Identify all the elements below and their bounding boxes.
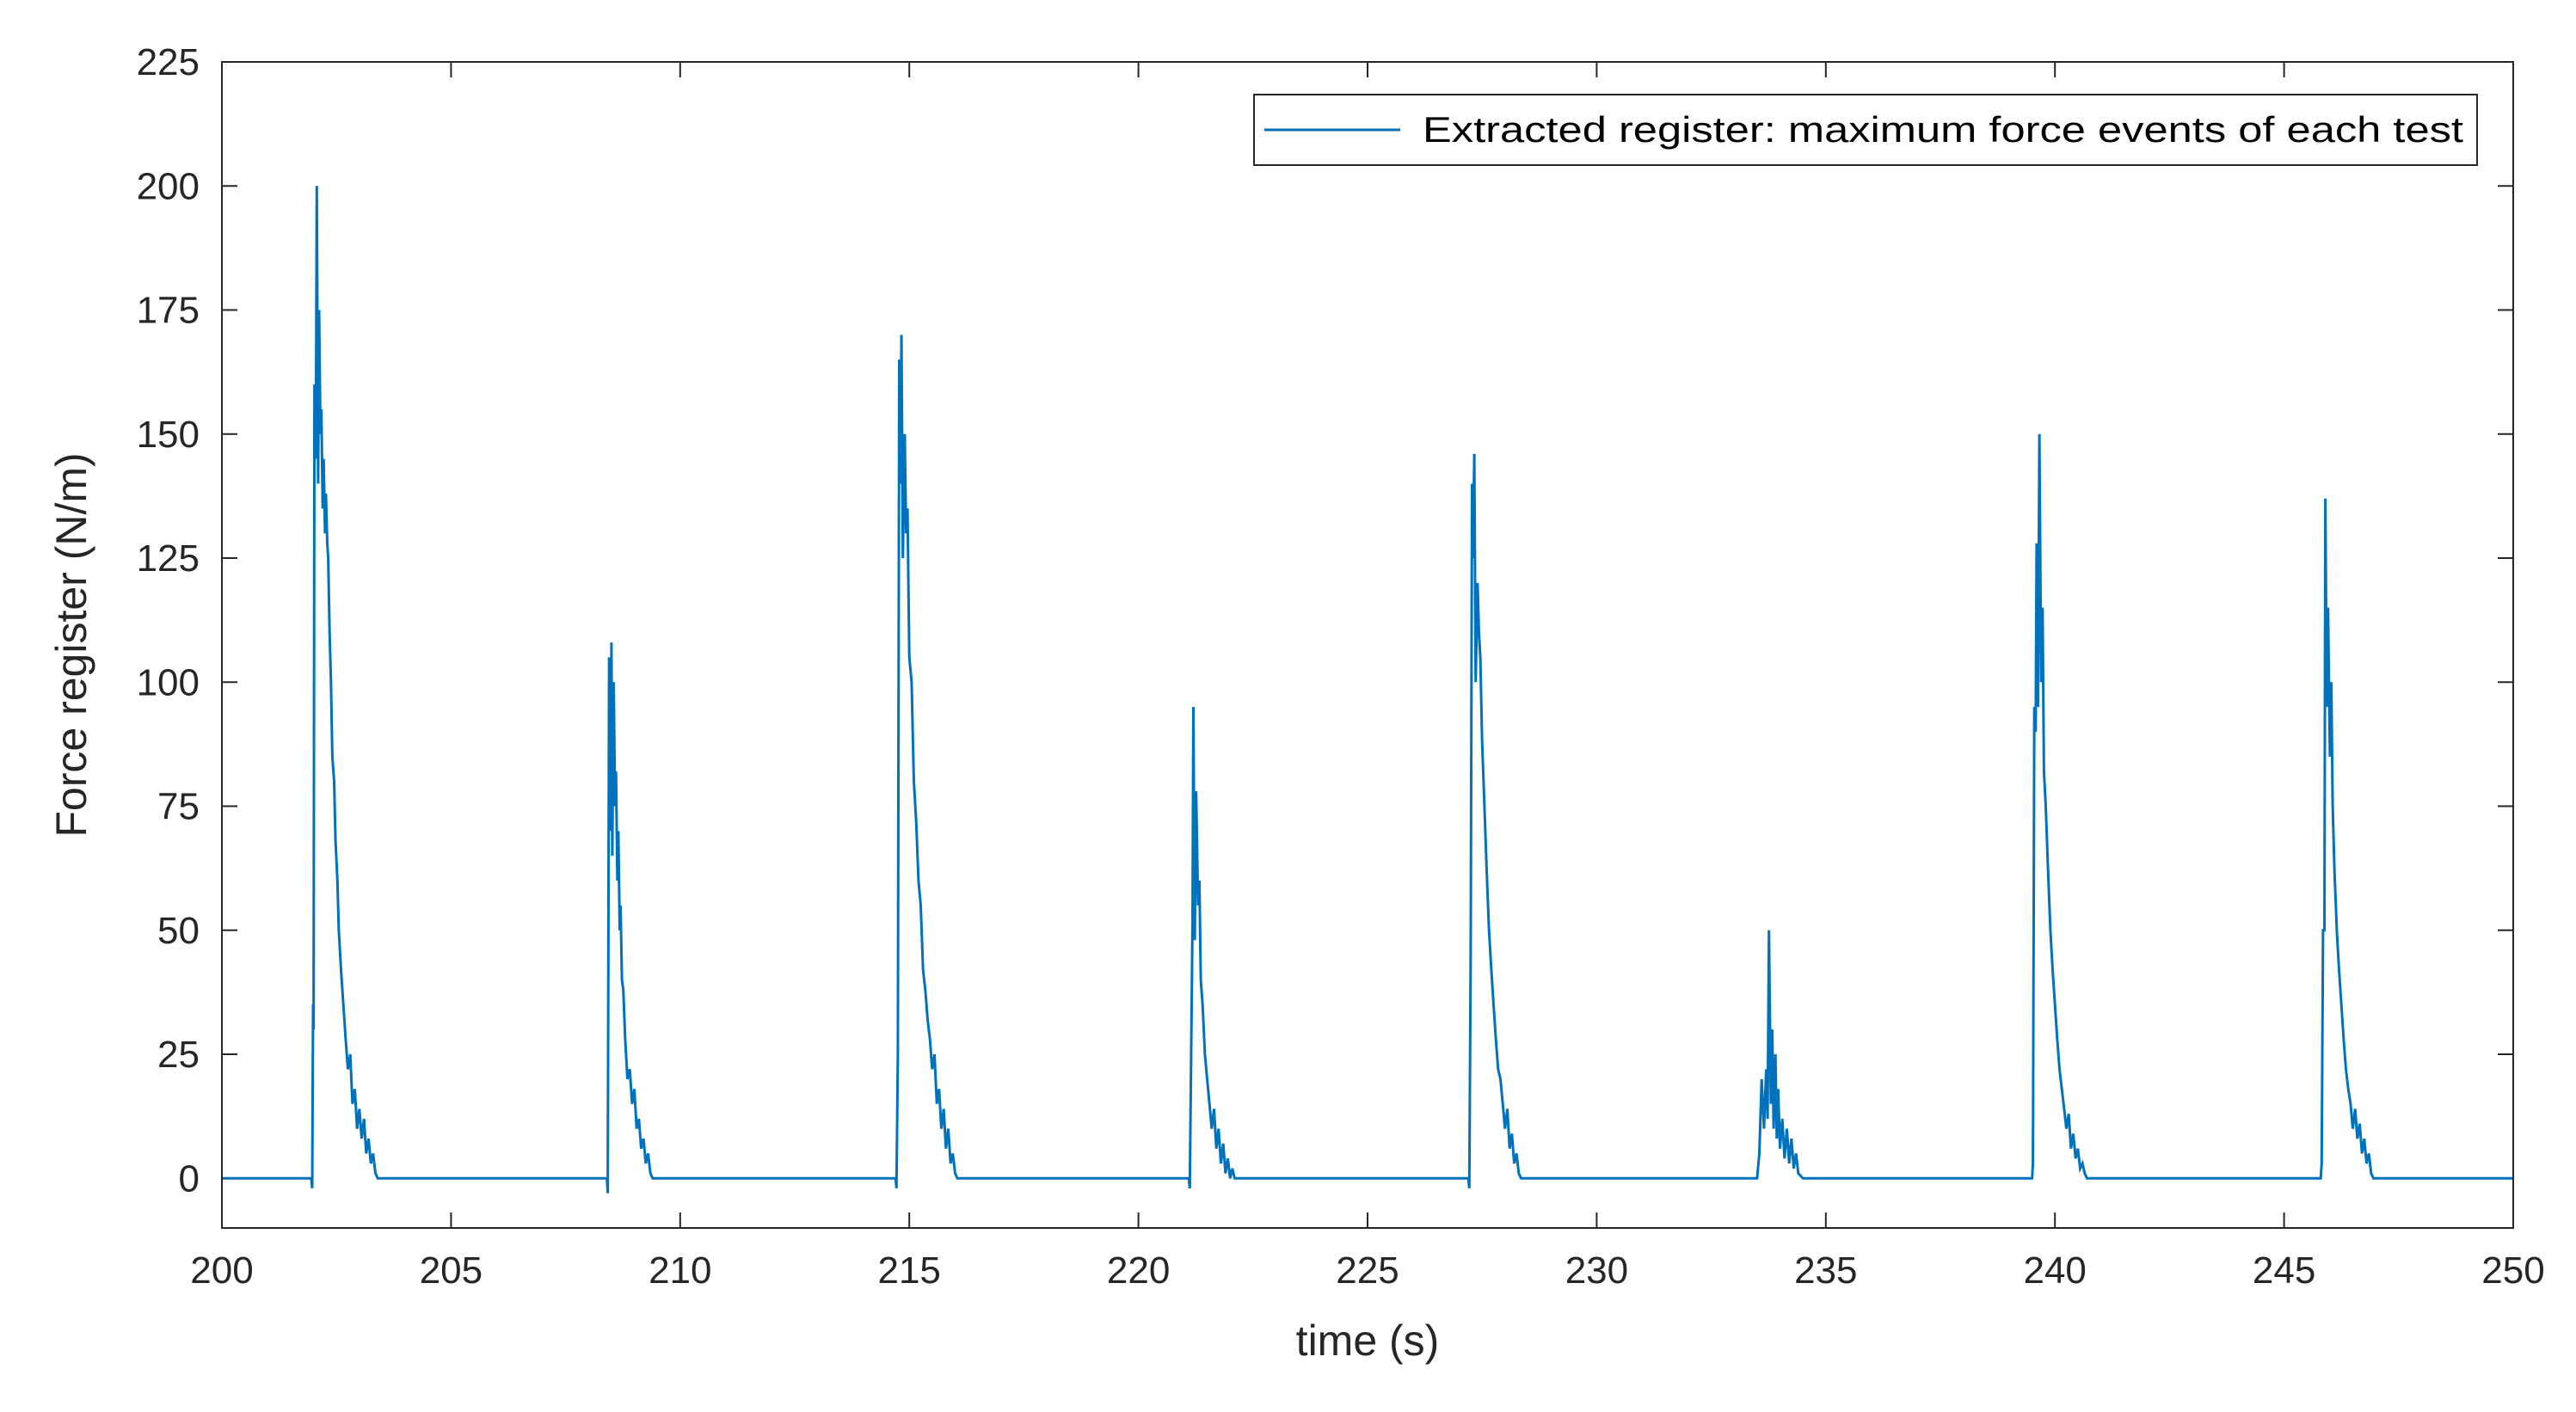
legend-box bbox=[1253, 94, 2478, 166]
series-line-0 bbox=[222, 186, 2513, 1194]
y-tick-label: 225 bbox=[137, 41, 200, 83]
x-tick-label: 250 bbox=[2481, 1249, 2544, 1292]
x-tick-label: 210 bbox=[649, 1249, 711, 1292]
y-tick-label: 175 bbox=[137, 290, 200, 332]
y-axis-ticks: 0 25 50 75 100 125 150 175 200 225 bbox=[137, 41, 2513, 1200]
legend-label: Extracted register: maximum force events… bbox=[1423, 109, 2463, 150]
x-tick-label: 220 bbox=[1107, 1249, 1170, 1292]
x-tick-label: 200 bbox=[190, 1249, 253, 1292]
x-tick-label: 245 bbox=[2253, 1249, 2315, 1292]
y-tick-label: 200 bbox=[137, 165, 200, 207]
x-tick-label: 240 bbox=[2023, 1249, 2086, 1292]
x-tick-label: 225 bbox=[1336, 1249, 1399, 1292]
y-tick-label: 75 bbox=[157, 786, 200, 828]
plot-area bbox=[222, 62, 2513, 1228]
x-tick-label: 235 bbox=[1794, 1249, 1857, 1292]
plot-frame bbox=[221, 61, 2514, 1229]
x-tick-label: 215 bbox=[877, 1249, 940, 1292]
y-tick-label: 100 bbox=[137, 661, 200, 703]
y-tick-label: 150 bbox=[137, 414, 200, 456]
y-tick-label: 50 bbox=[157, 910, 200, 952]
y-axis-label: Force register (N/m) bbox=[47, 452, 95, 837]
y-tick-label: 125 bbox=[137, 537, 200, 580]
x-tick-label: 230 bbox=[1565, 1249, 1628, 1292]
x-axis-ticks: 200 205 210 215 220 225 230 235 240 245 250 bbox=[190, 62, 2545, 1292]
y-tick-label: 0 bbox=[179, 1157, 200, 1200]
x-tick-label: 205 bbox=[420, 1249, 483, 1292]
y-tick-label: 25 bbox=[157, 1034, 200, 1076]
legend: Extracted register: maximum force events… bbox=[1253, 94, 2478, 166]
x-axis-label: time (s) bbox=[1296, 1317, 1440, 1365]
series-layer bbox=[222, 186, 2513, 1194]
